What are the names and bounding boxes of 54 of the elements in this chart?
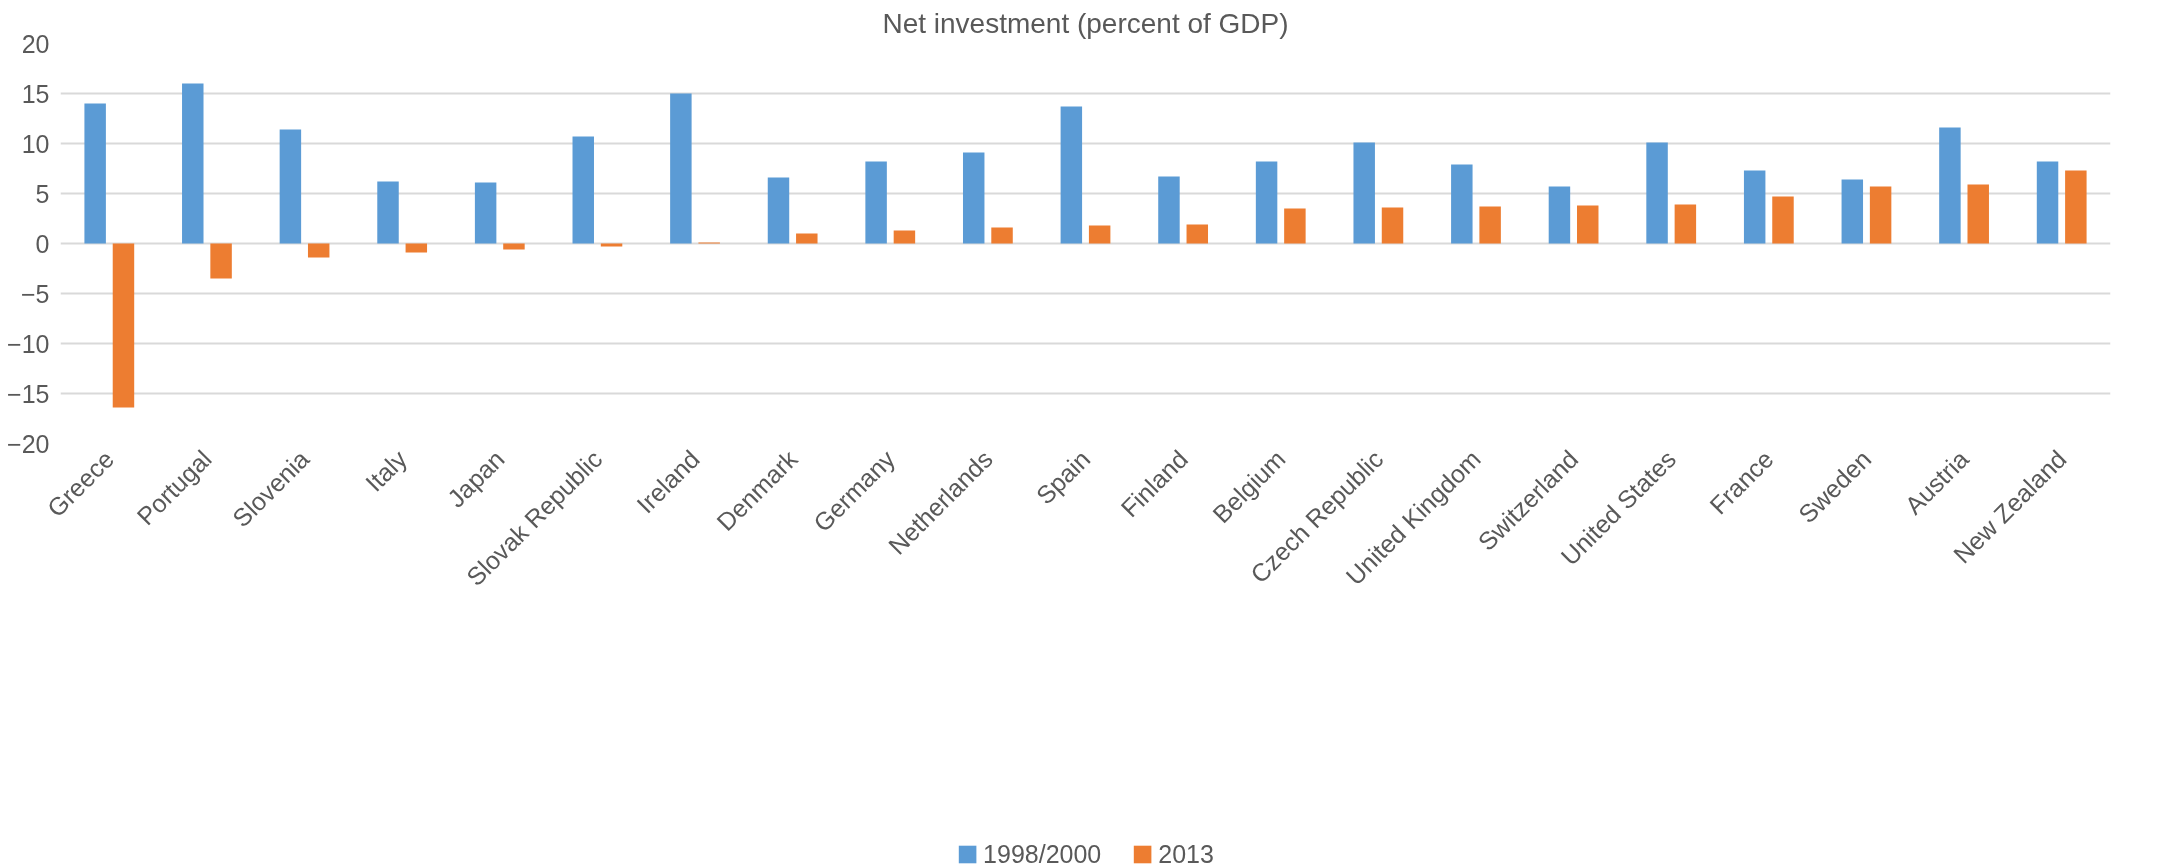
legend-label: 2013 (1158, 839, 1214, 864)
y-tick-label: 10 (21, 129, 50, 158)
y-tick-label: −5 (21, 279, 50, 308)
y-tick-label: 5 (35, 179, 50, 208)
bar (1939, 127, 1961, 244)
bar (1743, 170, 1766, 244)
bar (1088, 225, 1111, 244)
bar (1353, 142, 1375, 244)
bar (1577, 205, 1599, 244)
bar (893, 230, 916, 244)
bar (1381, 207, 1404, 244)
bar (1479, 206, 1501, 244)
bar (279, 129, 302, 244)
bar (1158, 176, 1180, 244)
bar (600, 243, 623, 247)
y-tick-label: 15 (21, 79, 50, 108)
bar (1841, 179, 1864, 244)
bar (1967, 184, 1989, 244)
y-tick-label: −20 (7, 429, 50, 458)
bar (1186, 224, 1209, 244)
bar (182, 83, 204, 244)
bar (210, 243, 232, 279)
bar (112, 243, 135, 408)
bar (572, 136, 594, 244)
chart-title: Net investment (percent of GDP) (882, 7, 1289, 39)
bar (474, 182, 497, 244)
bar (503, 243, 525, 250)
bar (796, 233, 818, 244)
bar (2036, 161, 2059, 244)
bar (1451, 164, 1473, 244)
bar (84, 103, 106, 244)
y-tick-label: −15 (7, 379, 50, 408)
bar (865, 161, 887, 244)
y-tick-label: 0 (35, 229, 50, 258)
y-tick-label: −10 (7, 329, 50, 358)
bar (405, 243, 428, 253)
bar (670, 93, 692, 244)
y-tick-label: 20 (21, 29, 50, 58)
bar (1255, 161, 1278, 244)
bar (1674, 204, 1697, 244)
bar (1548, 186, 1571, 244)
bar (1060, 106, 1083, 244)
bar (377, 181, 399, 244)
bar (1284, 208, 1306, 244)
bar (991, 227, 1013, 244)
bar (767, 177, 790, 244)
bar (2065, 170, 2087, 244)
bar (1646, 142, 1668, 244)
bar (307, 243, 330, 258)
x-tick-label: Italy (359, 444, 413, 497)
bar (962, 152, 985, 244)
bar (1869, 186, 1892, 244)
bar (1772, 196, 1794, 244)
legend-label: 1998/2000 (983, 839, 1102, 864)
